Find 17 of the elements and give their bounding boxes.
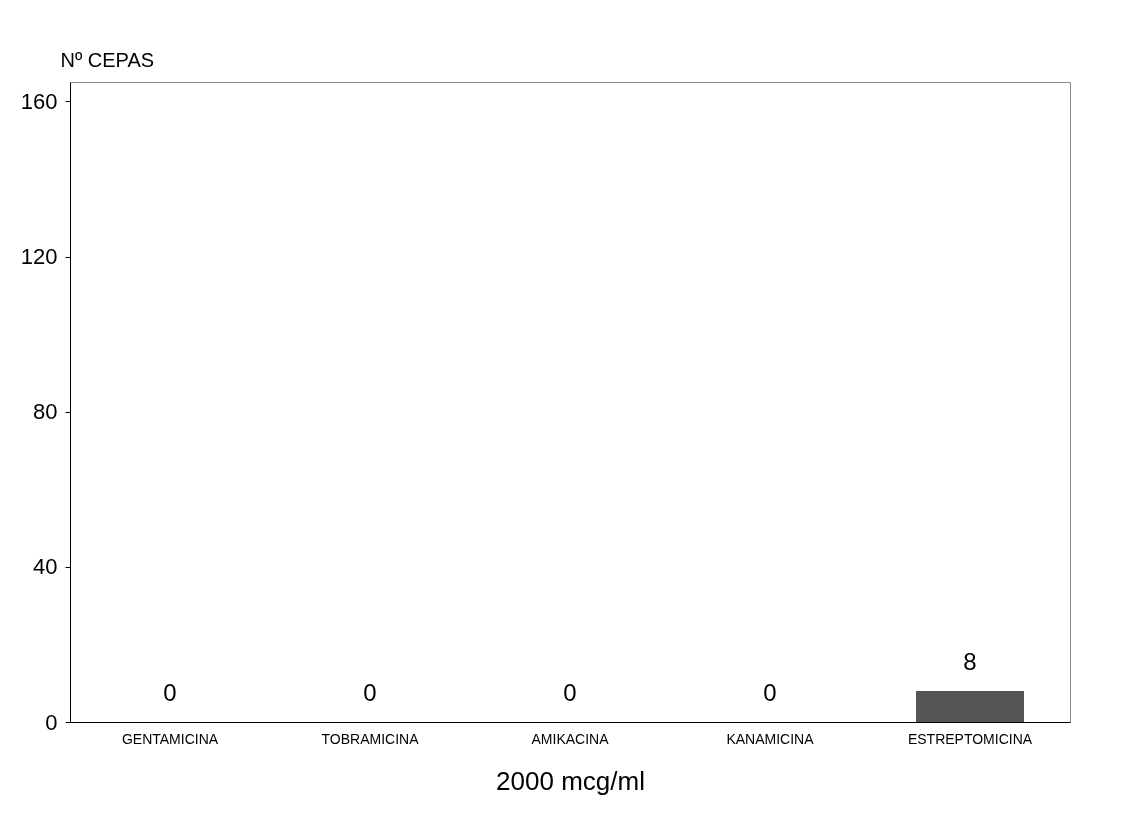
x-tick-label: KANAMICINA — [726, 730, 815, 747]
x-tick-label: TOBRAMICINA — [321, 730, 420, 747]
x-axis-title: 2000 mcg/ml — [496, 765, 645, 796]
y-tick-label: 120 — [20, 244, 58, 270]
y-tick-label: 160 — [20, 88, 58, 114]
x-tick-label: ESTREPTOMICINA — [907, 730, 1033, 747]
x-tick-label: GENTAMICINA — [121, 730, 219, 747]
data-label: 8 — [963, 647, 977, 675]
y-tick-label: 80 — [33, 399, 58, 425]
y-axis-title: Nº CEPAS — [60, 48, 155, 71]
data-label: 0 — [363, 679, 377, 706]
y-tick-label: 40 — [33, 554, 58, 580]
data-label: 0 — [163, 679, 177, 706]
data-label: 0 — [763, 679, 777, 706]
y-tick-label: 0 — [45, 709, 58, 735]
data-label: 0 — [563, 679, 577, 706]
x-tick-label: AMIKACINA — [531, 730, 610, 747]
